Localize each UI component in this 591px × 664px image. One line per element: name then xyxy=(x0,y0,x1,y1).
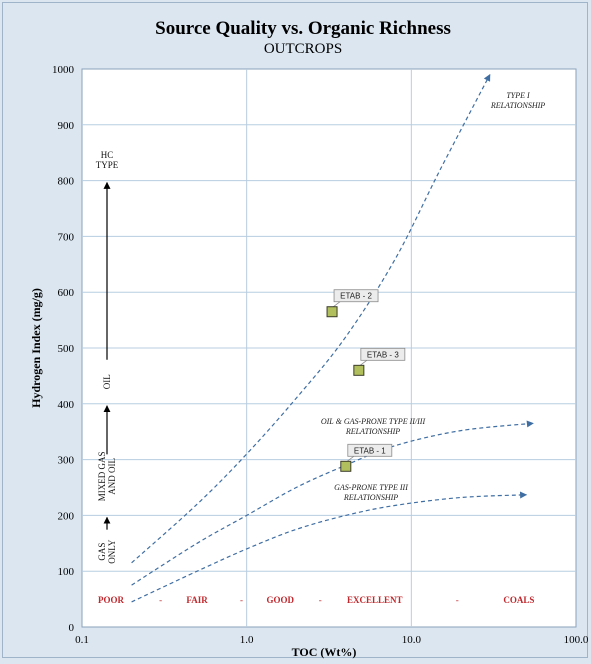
richness-classes: POOR FAIR GOOD EXCELLENT COALS - - - - xyxy=(98,595,534,605)
chart-title: Source Quality vs. Organic Richness xyxy=(155,18,451,39)
richness-class-label: COALS xyxy=(503,595,534,605)
curve-label: TYPE I xyxy=(506,91,530,100)
x-tick-label: 1.0 xyxy=(240,634,254,646)
chart-canvas: Source Quality vs. Organic Richness OUTC… xyxy=(29,18,589,659)
y-tick-label: 800 xyxy=(58,176,75,188)
x-tick-label: 10.0 xyxy=(402,634,422,646)
richness-separator: - xyxy=(159,595,162,605)
y-tick-label: 1000 xyxy=(52,64,75,76)
y-tick-label: 200 xyxy=(58,510,75,522)
curve-label: RELATIONSHIP xyxy=(490,101,545,110)
curve-label: GAS-PRONE TYPE III xyxy=(334,483,408,492)
hc-zone-text: ONLY xyxy=(107,539,117,564)
x-tick-label: 0.1 xyxy=(75,634,89,646)
relationship-curve xyxy=(131,491,528,603)
x-tick-label: 100.0 xyxy=(564,634,589,646)
hc-zone-label: OIL xyxy=(102,374,112,389)
y-tick-label: 600 xyxy=(58,287,75,299)
richness-separator: - xyxy=(240,595,243,605)
relationship-curve xyxy=(131,420,534,586)
richness-separator: - xyxy=(319,595,322,605)
curve-label: OIL & GAS-PRONE TYPE II/III xyxy=(321,417,426,426)
y-tick-label: 100 xyxy=(58,566,75,578)
y-tick-label: 0 xyxy=(69,622,75,634)
point-label: ETAB - 1 xyxy=(354,446,386,455)
richness-class-label: POOR xyxy=(98,595,124,605)
hc-type-header: HC xyxy=(101,150,114,160)
point-label: ETAB - 3 xyxy=(367,350,399,359)
y-tick-label: 300 xyxy=(58,455,75,467)
richness-class-label: FAIR xyxy=(186,595,208,605)
y-tick-label: 900 xyxy=(58,120,75,132)
hc-zone-text: GAS xyxy=(97,543,107,561)
hc-zone-text: OIL xyxy=(102,374,112,389)
curve-label: RELATIONSHIP xyxy=(343,493,398,502)
point-callout-box xyxy=(333,289,379,303)
y-axis-ticks: 0 100 200 300 400 500 600 700 800 900 1000 xyxy=(52,64,75,634)
richness-separator: - xyxy=(456,595,459,605)
y-tick-label: 400 xyxy=(58,399,75,411)
curve-label: RELATIONSHIP xyxy=(345,427,400,436)
relationship-curve xyxy=(131,73,491,564)
sample-points: ETAB - 2 ETAB - 3 ETAB - 1 xyxy=(326,289,406,472)
chart-subtitle: OUTCROPS xyxy=(264,41,342,57)
grid-lines xyxy=(82,69,576,627)
hc-type-header: TYPE xyxy=(96,160,119,170)
hc-zone-label: MIXED GAS AND OIL xyxy=(97,451,117,501)
richness-class-label: GOOD xyxy=(267,595,295,605)
point-label: ETAB - 2 xyxy=(340,292,372,301)
hc-zone-label: GAS ONLY xyxy=(97,539,117,564)
sample-point-marker xyxy=(326,306,338,318)
sample-point-marker xyxy=(340,460,352,472)
richness-class-label: EXCELLENT xyxy=(347,595,403,605)
x-axis-ticks: 0.1 1.0 10.0 100.0 xyxy=(75,634,589,646)
hc-zone-text: MIXED GAS xyxy=(97,451,107,501)
y-axis-label: Hydrogen Index (mg/g) xyxy=(29,288,43,408)
point-callout-box xyxy=(360,347,406,361)
y-tick-label: 700 xyxy=(58,231,75,243)
hc-zone-text: AND OIL xyxy=(107,458,117,495)
y-tick-label: 500 xyxy=(58,343,75,355)
x-axis-label: TOC (Wt%) xyxy=(292,645,357,659)
sample-point-marker xyxy=(353,364,365,376)
point-callout-box xyxy=(347,443,393,457)
